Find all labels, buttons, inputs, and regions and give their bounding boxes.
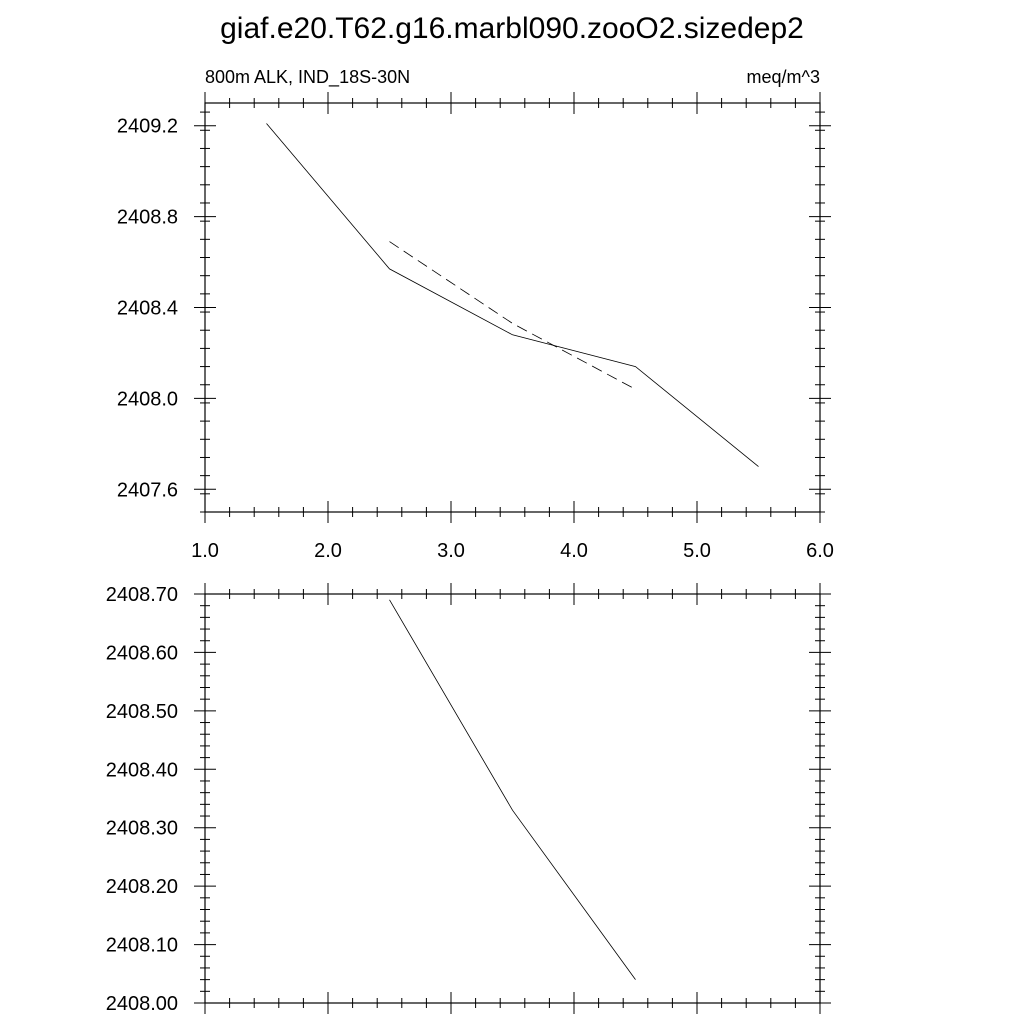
panel2-y-tick-label: 2408.00	[106, 993, 178, 1015]
panel1-left-string: 800m ALK, IND_18S-30N	[205, 67, 410, 88]
panel2-y-tick-label: 2408.70	[106, 584, 178, 606]
panel1-series-dashed-line	[389, 241, 636, 390]
panel1-x-tick-label: 5.0	[683, 540, 711, 562]
panel1-y-tick-label: 2407.6	[117, 479, 178, 501]
chart-title: giaf.e20.T62.g16.marbl090.zooO2.sizedep2	[220, 12, 804, 45]
panel2-y-tick-label: 2408.30	[106, 818, 178, 840]
panel2-y-tick-label: 2408.10	[106, 935, 178, 957]
panel1-frame	[204, 102, 821, 513]
panel2-frame	[204, 593, 821, 1004]
panel1-y-tick-label: 2408.4	[117, 298, 178, 320]
panel1-x-tick-label: 2.0	[314, 540, 342, 562]
panel1-x-tick-label: 3.0	[437, 540, 465, 562]
panel1-x-tick-label: 1.0	[191, 540, 219, 562]
panel1-x-tick-label: 4.0	[560, 540, 588, 562]
panel2-series-solid-line	[389, 599, 636, 980]
panel2-y-tick-label: 2408.60	[106, 642, 178, 664]
panel-2-line-chart: 2408.00 2408.10 2408.20 2408.30 2408.40 2408.…	[106, 583, 831, 1015]
panel1-y-tick-label: 2408.8	[117, 207, 178, 229]
panel1-right-string: meq/m^3	[747, 67, 820, 87]
panel2-y-tick-label: 2408.40	[106, 759, 178, 781]
panel1-series-solid-line	[266, 123, 759, 467]
panel2-y-tick-label: 2408.20	[106, 876, 178, 898]
panel-1-line-chart: 1.0 2.0 3.0 4.0 5.0 6.0 2407.6 2408.0 2408.4 2408…	[117, 92, 834, 562]
panel1-y-tick-label: 2408.0	[117, 388, 178, 410]
panel1-y-tick-label: 2409.2	[117, 116, 178, 138]
panel1-x-tick-label: 6.0	[806, 540, 834, 562]
panel2-y-tick-label: 2408.50	[106, 701, 178, 723]
